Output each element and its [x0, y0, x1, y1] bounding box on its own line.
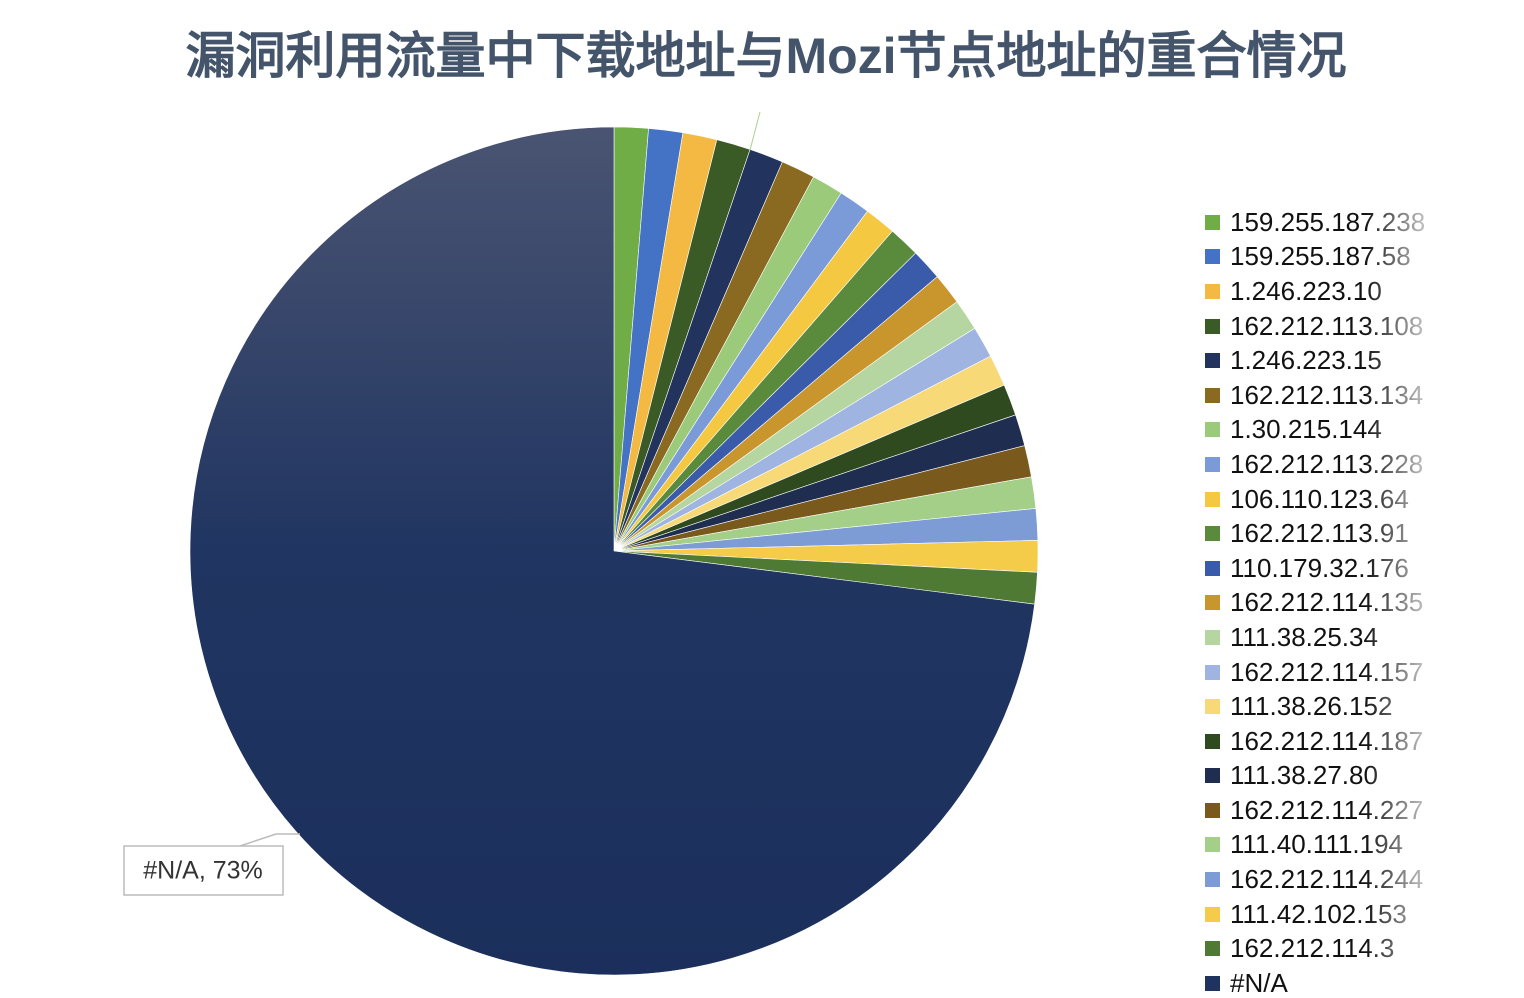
legend-swatch [1205, 353, 1220, 369]
leader-line [239, 833, 300, 847]
legend-item: 106.110.123.64 [1205, 482, 1445, 517]
legend-swatch [1205, 595, 1220, 611]
legend-swatch [1205, 318, 1220, 334]
chart-title: 漏洞利用流量中下载地址与Mozi节点地址的重合情况 [185, 28, 1346, 84]
legend-swatch [1205, 837, 1220, 853]
pie-slice [189, 126, 1035, 976]
legend-label: 162.212.114.187 [1230, 725, 1424, 756]
legend-label: 111.38.27.80 [1230, 760, 1378, 791]
leader-line [749, 111, 761, 151]
legend-label: 111.40.111.194 [1230, 829, 1404, 860]
legend-label: 111.38.26.152 [1230, 691, 1393, 722]
data-label: #N/A, 73% [143, 857, 263, 885]
legend-swatch [1205, 387, 1220, 403]
legend-item: 162.212.114.187 [1205, 724, 1445, 759]
legend-label: 162.212.113.228 [1230, 448, 1424, 479]
legend-item: 162.212.113.108 [1205, 309, 1445, 344]
legend-label: 1.30.215.144 [1230, 414, 1382, 445]
legend-swatch [1205, 560, 1220, 576]
legend-item: 1.30.215.144 [1205, 413, 1445, 448]
legend-label: 110.179.32.176 [1230, 552, 1409, 583]
legend-item: 1.246.223.10 [1205, 274, 1445, 309]
legend-label: 162.212.113.108 [1230, 310, 1424, 341]
legend-item: 162.212.114.227 [1205, 793, 1445, 828]
legend-item: 159.255.187.238 [1205, 205, 1445, 240]
legend-label: 162.212.114.244 [1230, 864, 1424, 895]
legend-item: 162.212.114.135 [1205, 586, 1445, 621]
legend-label: #N/A [1230, 967, 1288, 995]
legend-label: 106.110.123.64 [1230, 483, 1409, 514]
legend-item: 111.38.27.80 [1205, 759, 1445, 794]
legend-label: 162.212.113.91 [1230, 518, 1409, 549]
legend-item: 162.212.113.134 [1205, 378, 1445, 413]
legend-swatch [1205, 526, 1220, 542]
legend-swatch [1205, 768, 1220, 784]
legend: 159.255.187.238 159.255.187.58 1.246.223.1… [1205, 205, 1445, 995]
legend-swatch [1205, 872, 1220, 888]
legend-item: 159.255.187.58 [1205, 240, 1445, 275]
legend-label: 1.246.223.10 [1230, 275, 1382, 306]
legend-label: 159.255.187.238 [1230, 206, 1426, 237]
legend-label: 162.212.114.135 [1230, 587, 1424, 618]
legend-label: 1.246.223.15 [1230, 345, 1382, 376]
label-box [123, 845, 284, 896]
legend-item: 162.212.114.244 [1205, 862, 1445, 897]
legend-swatch [1205, 906, 1220, 922]
legend-swatch [1205, 975, 1220, 991]
legend-label: 162.212.113.134 [1230, 379, 1424, 410]
legend-item: 111.38.26.152 [1205, 689, 1445, 724]
legend-swatch [1205, 214, 1220, 230]
legend-item: 111.38.25.34 [1205, 620, 1445, 655]
legend-label: 162.212.114.227 [1230, 794, 1424, 825]
legend-swatch [1205, 283, 1220, 299]
legend-label: 111.42.102.153 [1230, 898, 1407, 929]
legend-item: 111.42.102.153 [1205, 897, 1445, 932]
legend-swatch [1205, 733, 1220, 749]
legend-swatch [1205, 802, 1220, 818]
legend-swatch [1205, 456, 1220, 472]
legend-label: 162.212.114.3 [1230, 933, 1395, 964]
legend-label: 159.255.187.58 [1230, 241, 1411, 272]
legend-item: 162.212.114.157 [1205, 655, 1445, 690]
legend-swatch [1205, 491, 1220, 507]
legend-item: 110.179.32.176 [1205, 551, 1445, 586]
pie [189, 126, 1039, 976]
legend-swatch [1205, 699, 1220, 715]
legend-item: 162.212.113.228 [1205, 447, 1445, 482]
legend-item: 1.246.223.15 [1205, 343, 1445, 378]
legend-swatch [1205, 941, 1220, 957]
legend-swatch [1205, 422, 1220, 438]
legend-label: 111.38.25.34 [1230, 621, 1378, 652]
legend-item: #N/A [1205, 966, 1445, 995]
legend-label: 162.212.114.157 [1230, 656, 1424, 687]
legend-swatch [1205, 249, 1220, 265]
legend-item: 162.212.113.91 [1205, 516, 1445, 551]
legend-item: 111.40.111.194 [1205, 828, 1445, 863]
legend-swatch [1205, 629, 1220, 645]
legend-swatch [1205, 664, 1220, 680]
legend-item: 162.212.114.3 [1205, 931, 1445, 966]
